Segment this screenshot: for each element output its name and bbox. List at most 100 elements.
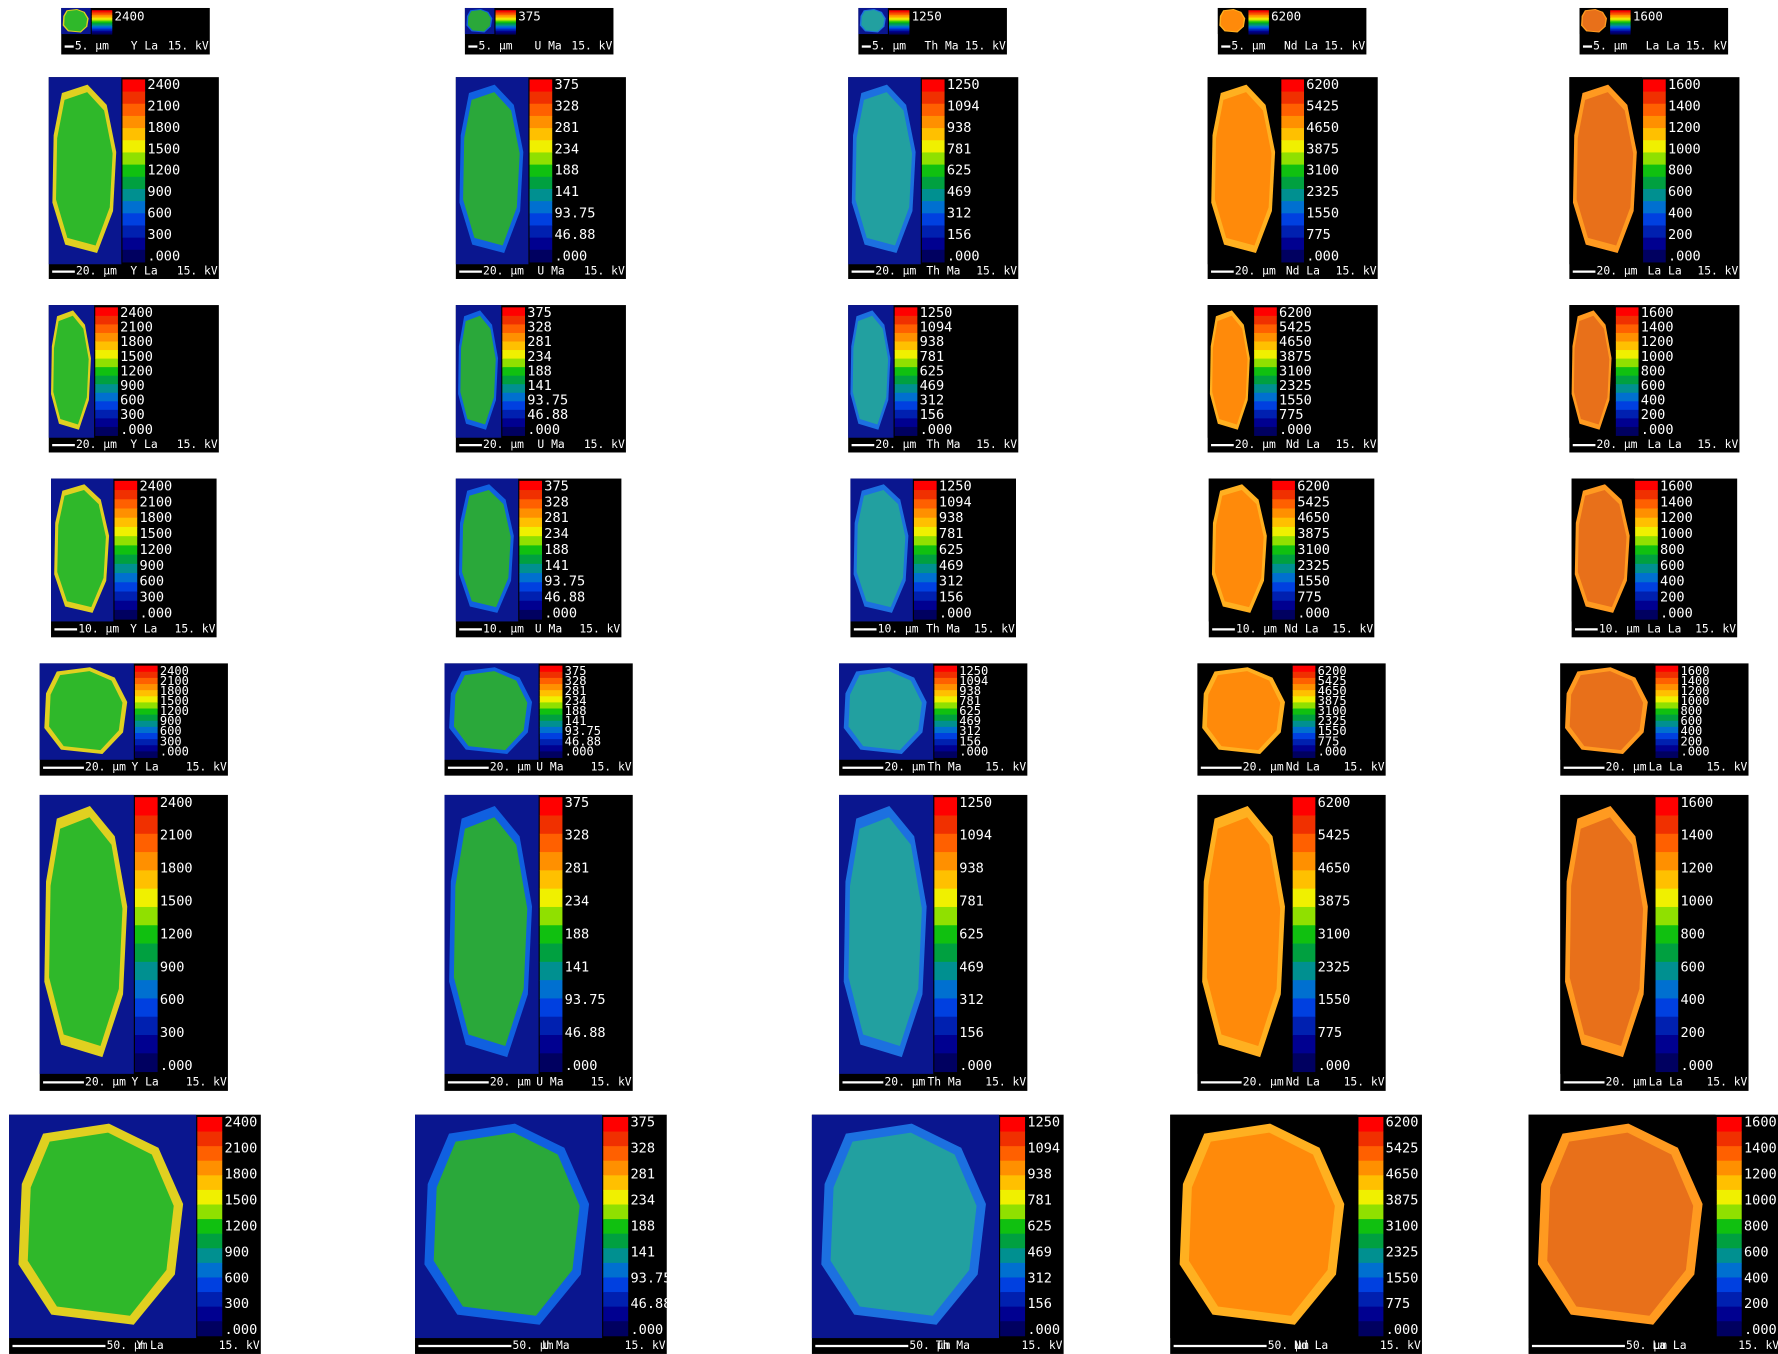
colorbar-band bbox=[603, 1292, 629, 1308]
colorbar-band bbox=[502, 418, 526, 428]
colorbar-band bbox=[134, 943, 158, 963]
colorbar-band bbox=[495, 32, 516, 35]
colorbar-band bbox=[122, 79, 146, 93]
scale-label: 281 bbox=[554, 120, 579, 136]
colorbar-band bbox=[1358, 1189, 1384, 1205]
voltage: 15. kV bbox=[579, 621, 620, 635]
colorbar-band bbox=[114, 573, 138, 583]
scale-label: 2100 bbox=[120, 320, 153, 336]
colorbar-band bbox=[1281, 213, 1305, 226]
colorbar-band bbox=[134, 714, 158, 722]
colorbar-band bbox=[539, 690, 563, 697]
grain bbox=[1206, 817, 1281, 1046]
scale-label: .000 bbox=[1306, 248, 1339, 264]
scale-label: 400 bbox=[1641, 393, 1666, 409]
scale-label: 4650 bbox=[1318, 861, 1351, 877]
voltage: 15. kV bbox=[168, 39, 209, 53]
scale-label: 2100 bbox=[160, 828, 193, 844]
colorbar-band bbox=[539, 815, 563, 835]
colorbar-band bbox=[1610, 10, 1631, 13]
colorbar-band bbox=[934, 1016, 958, 1036]
element-line: Y La bbox=[131, 760, 158, 774]
colorbar-band bbox=[1281, 91, 1305, 105]
colorbar-band bbox=[603, 1219, 629, 1235]
grain bbox=[53, 315, 89, 425]
colorbar-band bbox=[502, 332, 526, 342]
colorbar-band bbox=[1248, 30, 1269, 33]
colorbar-band bbox=[1000, 1306, 1026, 1322]
scale-label: 938 bbox=[939, 510, 964, 526]
colorbar-band bbox=[934, 751, 958, 758]
scale-label: 156 bbox=[959, 734, 981, 748]
colorbar-band bbox=[1655, 677, 1679, 685]
colorbar-band bbox=[1643, 164, 1666, 178]
colorbar-band bbox=[894, 401, 918, 411]
scale-label: .000 bbox=[1744, 1322, 1777, 1338]
colorbar-band bbox=[894, 350, 918, 360]
scale-label: 600 bbox=[160, 724, 182, 738]
scale-label: 6200 bbox=[1279, 305, 1312, 321]
colorbar-band bbox=[134, 690, 158, 697]
colorbar-band bbox=[1358, 1204, 1384, 1220]
colorbar-band bbox=[114, 526, 138, 537]
colorbar-band bbox=[197, 1306, 223, 1322]
grain bbox=[848, 671, 922, 751]
colorbar-band bbox=[495, 10, 516, 13]
element-line: Th Ma bbox=[925, 39, 959, 53]
voltage: 15. kV bbox=[1324, 39, 1365, 53]
colorbar-band bbox=[934, 726, 958, 734]
colorbar-band bbox=[1254, 401, 1277, 411]
colorbar-band bbox=[197, 1262, 223, 1278]
colorbar-band bbox=[921, 115, 945, 129]
colorbar-band bbox=[1281, 128, 1305, 141]
colorbar-band bbox=[122, 225, 146, 239]
element-line: U Ma bbox=[542, 1338, 569, 1352]
colorbar-band bbox=[934, 870, 958, 890]
element-line: Th Ma bbox=[926, 264, 960, 278]
colorbar-band bbox=[134, 733, 158, 740]
colorbar-band bbox=[519, 545, 543, 556]
scale-bar-label: 20. µm bbox=[85, 1074, 126, 1088]
colorbar-band bbox=[95, 384, 118, 394]
colorbar-band bbox=[1615, 332, 1639, 342]
colorbar-band bbox=[1281, 115, 1305, 129]
scale-label: 800 bbox=[1660, 542, 1685, 558]
colorbar-band bbox=[529, 128, 553, 141]
colorbar-band bbox=[1643, 115, 1666, 129]
scale-label: 141 bbox=[565, 714, 587, 728]
voltage: 15. kV bbox=[1738, 1338, 1778, 1352]
element-line: La La bbox=[1646, 39, 1680, 53]
colorbar-band bbox=[1635, 582, 1658, 592]
colorbar-band bbox=[1358, 1175, 1384, 1191]
colorbar-band bbox=[889, 16, 910, 19]
colorbar-band bbox=[1281, 103, 1305, 117]
scale-label: 141 bbox=[565, 959, 590, 975]
colorbar-band bbox=[934, 815, 958, 835]
scale-label: 141 bbox=[554, 184, 579, 200]
scale-label: 1000 bbox=[1680, 894, 1713, 910]
colorbar-band bbox=[1643, 213, 1666, 226]
scale-label: 2400 bbox=[139, 479, 172, 495]
colorbar-band bbox=[91, 10, 113, 13]
colorbar-band bbox=[1000, 1277, 1026, 1293]
scale-label: .000 bbox=[1680, 744, 1709, 758]
scale-label: 6200 bbox=[1271, 9, 1301, 24]
element-line: La La bbox=[1648, 264, 1682, 278]
colorbar-band bbox=[134, 815, 158, 835]
scale-label: 2400 bbox=[160, 795, 193, 811]
scale-label: .000 bbox=[225, 1322, 258, 1338]
colorbar-band bbox=[134, 906, 158, 926]
scale-label: 938 bbox=[1027, 1167, 1052, 1183]
colorbar-band bbox=[1281, 249, 1305, 263]
colorbar-band bbox=[934, 720, 958, 728]
colorbar-band bbox=[91, 19, 113, 22]
scale-label: 200 bbox=[1680, 734, 1702, 748]
colorbar-band bbox=[1655, 870, 1679, 890]
colorbar-band bbox=[934, 665, 958, 673]
scale-label: 400 bbox=[1680, 724, 1702, 738]
voltage: 15. kV bbox=[177, 437, 218, 451]
grain bbox=[27, 1132, 174, 1316]
scale-label: 1800 bbox=[225, 1167, 258, 1183]
element-line: La La bbox=[1649, 760, 1683, 774]
scale-bar-label: 10. µm bbox=[483, 621, 524, 635]
